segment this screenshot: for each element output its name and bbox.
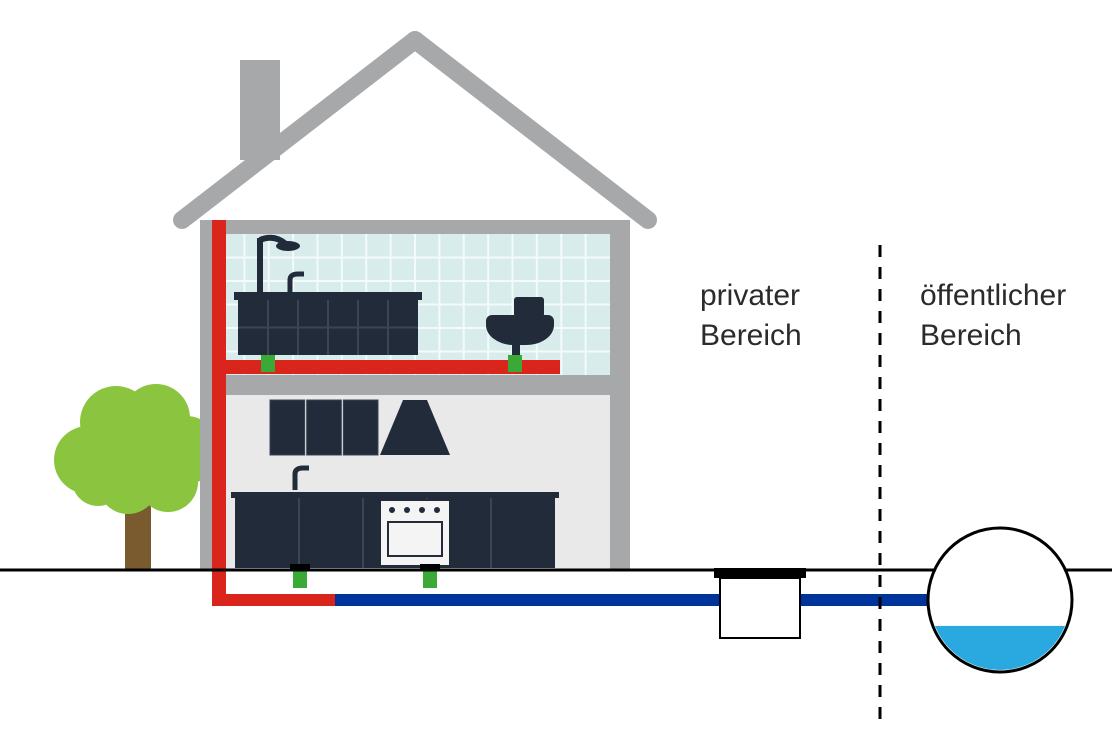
inspection-chamber-icon — [720, 578, 800, 638]
floor-slab-icon — [200, 375, 630, 395]
shower-head-icon — [276, 241, 300, 251]
attic-floor-icon — [200, 220, 630, 234]
tub-drain-icon — [261, 355, 275, 372]
upper-cabinet-icon — [343, 400, 378, 455]
pipe-blue-icon — [335, 594, 935, 606]
pipe-red-riser-icon — [212, 220, 226, 606]
counter-top-icon — [231, 492, 559, 498]
toilet-drain-icon — [508, 355, 522, 372]
private-label-line2: Bereich — [700, 319, 802, 352]
upper-cabinet-icon — [307, 400, 342, 455]
inspection-lid-icon — [714, 568, 806, 578]
oven-knob-icon — [389, 507, 395, 513]
private-label-line1: privater — [700, 279, 800, 312]
public-label-line1: öffentlicher — [920, 279, 1066, 312]
public-label-line2: Bereich — [920, 319, 1022, 352]
toilet-tank-icon — [514, 297, 544, 317]
pipe-red-ground-icon — [212, 594, 335, 606]
oven-knob-icon — [419, 507, 425, 513]
oven-knob-icon — [404, 507, 410, 513]
oven-knob-icon — [434, 507, 440, 513]
upper-cabinet-icon — [270, 400, 305, 455]
